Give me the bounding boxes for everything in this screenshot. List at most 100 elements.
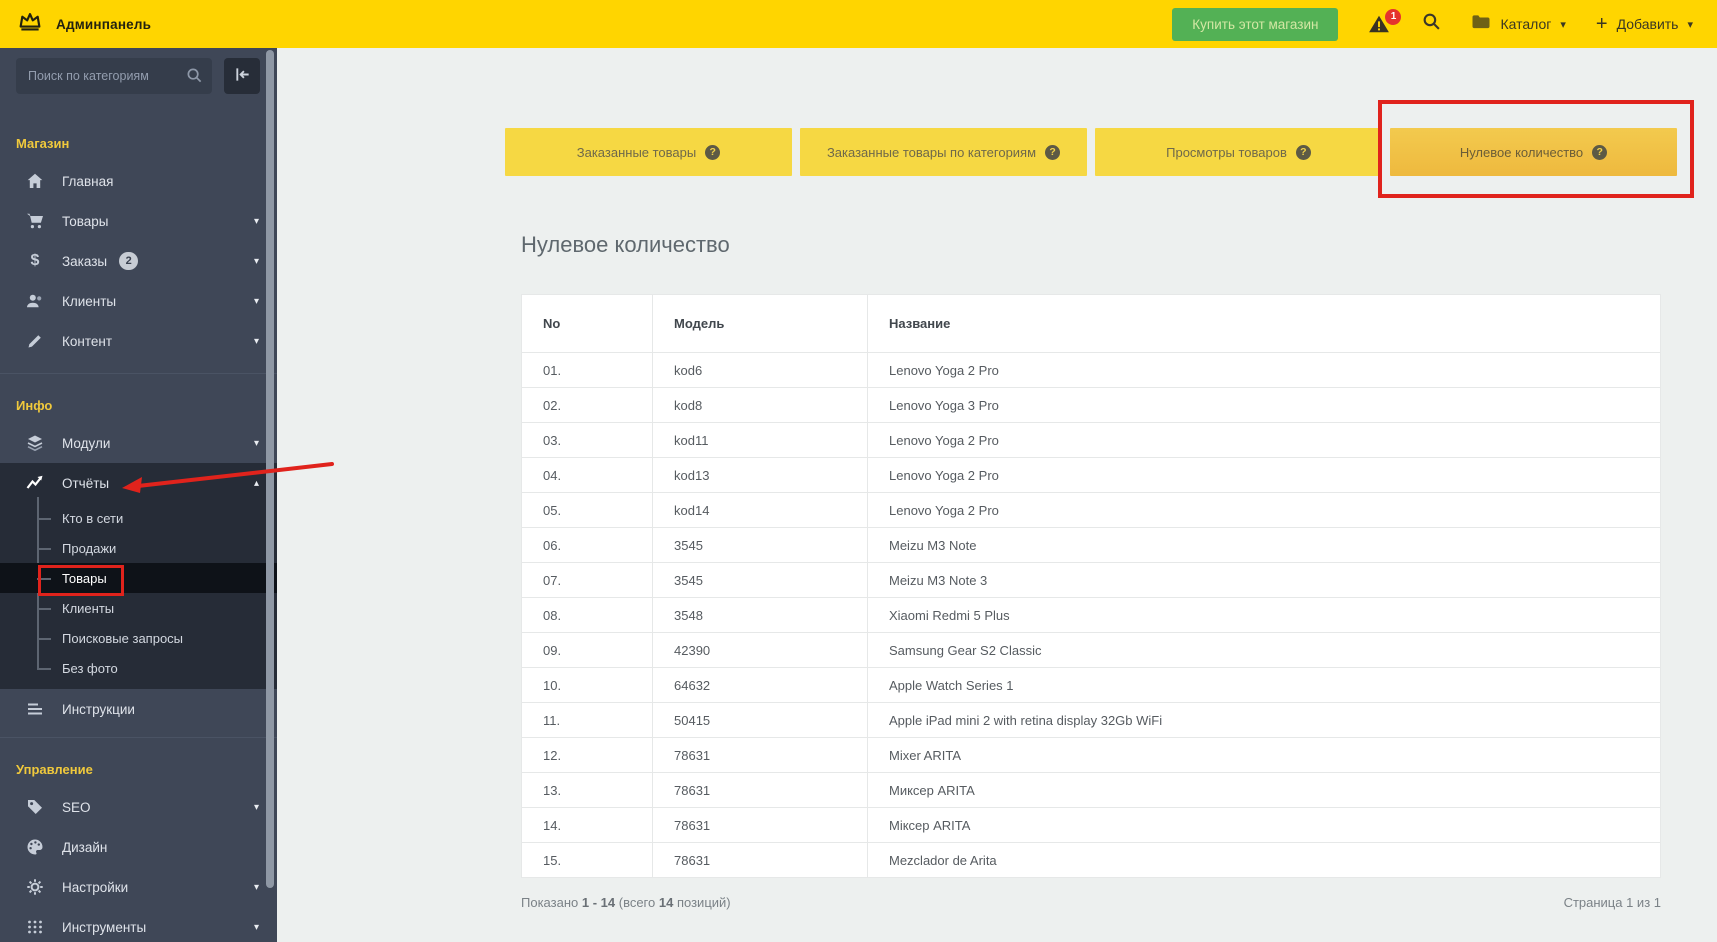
- cell-name: Миксер ARITA: [867, 772, 1661, 808]
- table-header-row: No Модель Название: [521, 294, 1661, 353]
- chevron-down-icon: ▾: [1560, 18, 1566, 31]
- sidebar-item-home[interactable]: Главная: [0, 161, 277, 201]
- section-label-management: Управление: [16, 762, 93, 777]
- chevron-down-icon: ▾: [253, 295, 259, 307]
- cell-model: kod6: [652, 352, 868, 388]
- reports-submenu-item[interactable]: Поисковые запросы: [0, 623, 277, 653]
- sidebar-item-modules[interactable]: Модули ▾: [0, 423, 277, 463]
- sidebar-item-design[interactable]: Дизайн: [0, 827, 277, 867]
- cell-name: Apple Watch Series 1: [867, 667, 1661, 703]
- collapse-sidebar-button[interactable]: [224, 58, 260, 94]
- cell-no: 09.: [521, 632, 653, 668]
- add-label: Добавить: [1616, 16, 1679, 32]
- cell-model: 3548: [652, 597, 868, 633]
- section-label-info: Инфо: [16, 398, 53, 413]
- table-row: 11. 50415 Apple iPad mini 2 with retina …: [521, 702, 1661, 738]
- chevron-down-icon: ▾: [253, 881, 259, 893]
- warning-notification-button[interactable]: 1: [1368, 9, 1402, 34]
- zero-quantity-table: No Модель Название 01. kod6 Lenovo Yoga …: [521, 294, 1661, 878]
- cell-no: 12.: [521, 737, 653, 773]
- hamburger-icon: [24, 700, 46, 718]
- cell-no: 07.: [521, 562, 653, 598]
- search-icon[interactable]: [1422, 12, 1441, 36]
- sidebar-item-settings[interactable]: Настройки ▾: [0, 867, 277, 907]
- column-header-no: No: [521, 294, 653, 353]
- reports-submenu-items: Кто в сети Продажи Товары Клиенты Поиско…: [0, 497, 277, 683]
- cell-model: kod14: [652, 492, 868, 528]
- column-header-model: Модель: [652, 294, 868, 353]
- cell-no: 03.: [521, 422, 653, 458]
- search-icon: [186, 67, 203, 89]
- tag-icon: [24, 798, 46, 816]
- notification-badge: 1: [1385, 9, 1402, 25]
- sidebar-item-products[interactable]: Товары ▾: [0, 201, 277, 241]
- chevron-up-icon: ▴: [253, 477, 259, 489]
- catalog-menu[interactable]: Каталог ▾: [1471, 13, 1566, 35]
- cell-name: Lenovo Yoga 2 Pro: [867, 352, 1661, 388]
- sidebar-item-customers[interactable]: Клиенты ▾: [0, 281, 277, 321]
- reports-submenu-item[interactable]: Товары: [0, 563, 277, 593]
- palette-icon: [24, 838, 46, 856]
- reports-submenu-item[interactable]: Кто в сети: [0, 503, 277, 533]
- annotation-red-box-tab: [1378, 100, 1694, 198]
- reports-submenu-item[interactable]: Клиенты: [0, 593, 277, 623]
- cell-name: Lenovo Yoga 3 Pro: [867, 387, 1661, 423]
- cell-no: 04.: [521, 457, 653, 493]
- cell-no: 15.: [521, 842, 653, 878]
- reports-submenu-item[interactable]: Без фото: [0, 653, 277, 683]
- cell-name: Samsung Gear S2 Classic: [867, 632, 1661, 668]
- help-icon[interactable]: ?: [705, 144, 721, 160]
- cell-no: 01.: [521, 352, 653, 388]
- sidebar-item-content[interactable]: Контент ▾: [0, 321, 277, 361]
- category-search-input[interactable]: [16, 58, 212, 94]
- chevron-down-icon: ▾: [253, 215, 259, 227]
- help-icon[interactable]: ?: [1295, 144, 1311, 160]
- table-row: 12. 78631 Mixer ARITA: [521, 737, 1661, 773]
- cell-name: Lenovo Yoga 2 Pro: [867, 422, 1661, 458]
- chevron-down-icon: ▾: [253, 437, 259, 449]
- buy-store-button[interactable]: Купить этот магазин: [1172, 7, 1339, 41]
- cell-no: 08.: [521, 597, 653, 633]
- table-row: 03. kod11 Lenovo Yoga 2 Pro: [521, 422, 1661, 458]
- chevron-down-icon: ▾: [253, 335, 259, 347]
- catalog-label: Каталог: [1500, 16, 1552, 32]
- cell-model: 78631: [652, 842, 868, 878]
- sidebar-item-seo[interactable]: SEO ▾: [0, 787, 277, 827]
- sidebar-item-reports[interactable]: Отчёты ▴: [0, 463, 277, 503]
- table-row: 15. 78631 Mezclador de Arita: [521, 842, 1661, 878]
- report-tab[interactable]: Просмотры товаров ?: [1095, 128, 1382, 176]
- gear-icon: [24, 878, 46, 896]
- add-menu[interactable]: + Добавить ▾: [1596, 14, 1693, 34]
- help-icon[interactable]: ?: [1045, 144, 1061, 160]
- cell-name: Meizu M3 Note 3: [867, 562, 1661, 598]
- collapse-sidebar-icon: [234, 66, 251, 86]
- app-title: Админпанель: [56, 16, 152, 32]
- sidebar-scrollbar[interactable]: [266, 50, 274, 888]
- sidebar-item-orders[interactable]: $ Заказы 2 ▾: [0, 241, 277, 281]
- help-icon[interactable]: ?: [1592, 144, 1608, 160]
- layers-icon: [24, 434, 46, 452]
- report-tab[interactable]: Заказанные товары по категориям ?: [800, 128, 1087, 176]
- table-row: 10. 64632 Apple Watch Series 1: [521, 667, 1661, 703]
- table-row: 02. kod8 Lenovo Yoga 3 Pro: [521, 387, 1661, 423]
- cell-model: 78631: [652, 772, 868, 808]
- cell-name: Lenovo Yoga 2 Pro: [867, 492, 1661, 528]
- cell-model: kod8: [652, 387, 868, 423]
- cell-no: 10.: [521, 667, 653, 703]
- cell-no: 05.: [521, 492, 653, 528]
- cell-model: 42390: [652, 632, 868, 668]
- users-icon: [24, 292, 46, 310]
- reports-submenu-item[interactable]: Продажи: [0, 533, 277, 563]
- chart-icon: [24, 474, 46, 492]
- results-summary: Показано 1 - 14 (всего 14 позиций): [521, 895, 731, 910]
- home-icon: [24, 172, 46, 190]
- sidebar-item-tools[interactable]: Инструменты ▾: [0, 907, 277, 942]
- table-row: 14. 78631 Мiксер ARITA: [521, 807, 1661, 843]
- table-row: 09. 42390 Samsung Gear S2 Classic: [521, 632, 1661, 668]
- column-header-name: Название: [867, 294, 1661, 353]
- report-tab[interactable]: Заказанные товары ?: [505, 128, 792, 176]
- sidebar-item-instructions[interactable]: Инструкции: [0, 689, 277, 729]
- table-row: 05. kod14 Lenovo Yoga 2 Pro: [521, 492, 1661, 528]
- report-tab[interactable]: Нулевое количество ?: [1390, 128, 1677, 176]
- pencil-icon: [24, 332, 46, 350]
